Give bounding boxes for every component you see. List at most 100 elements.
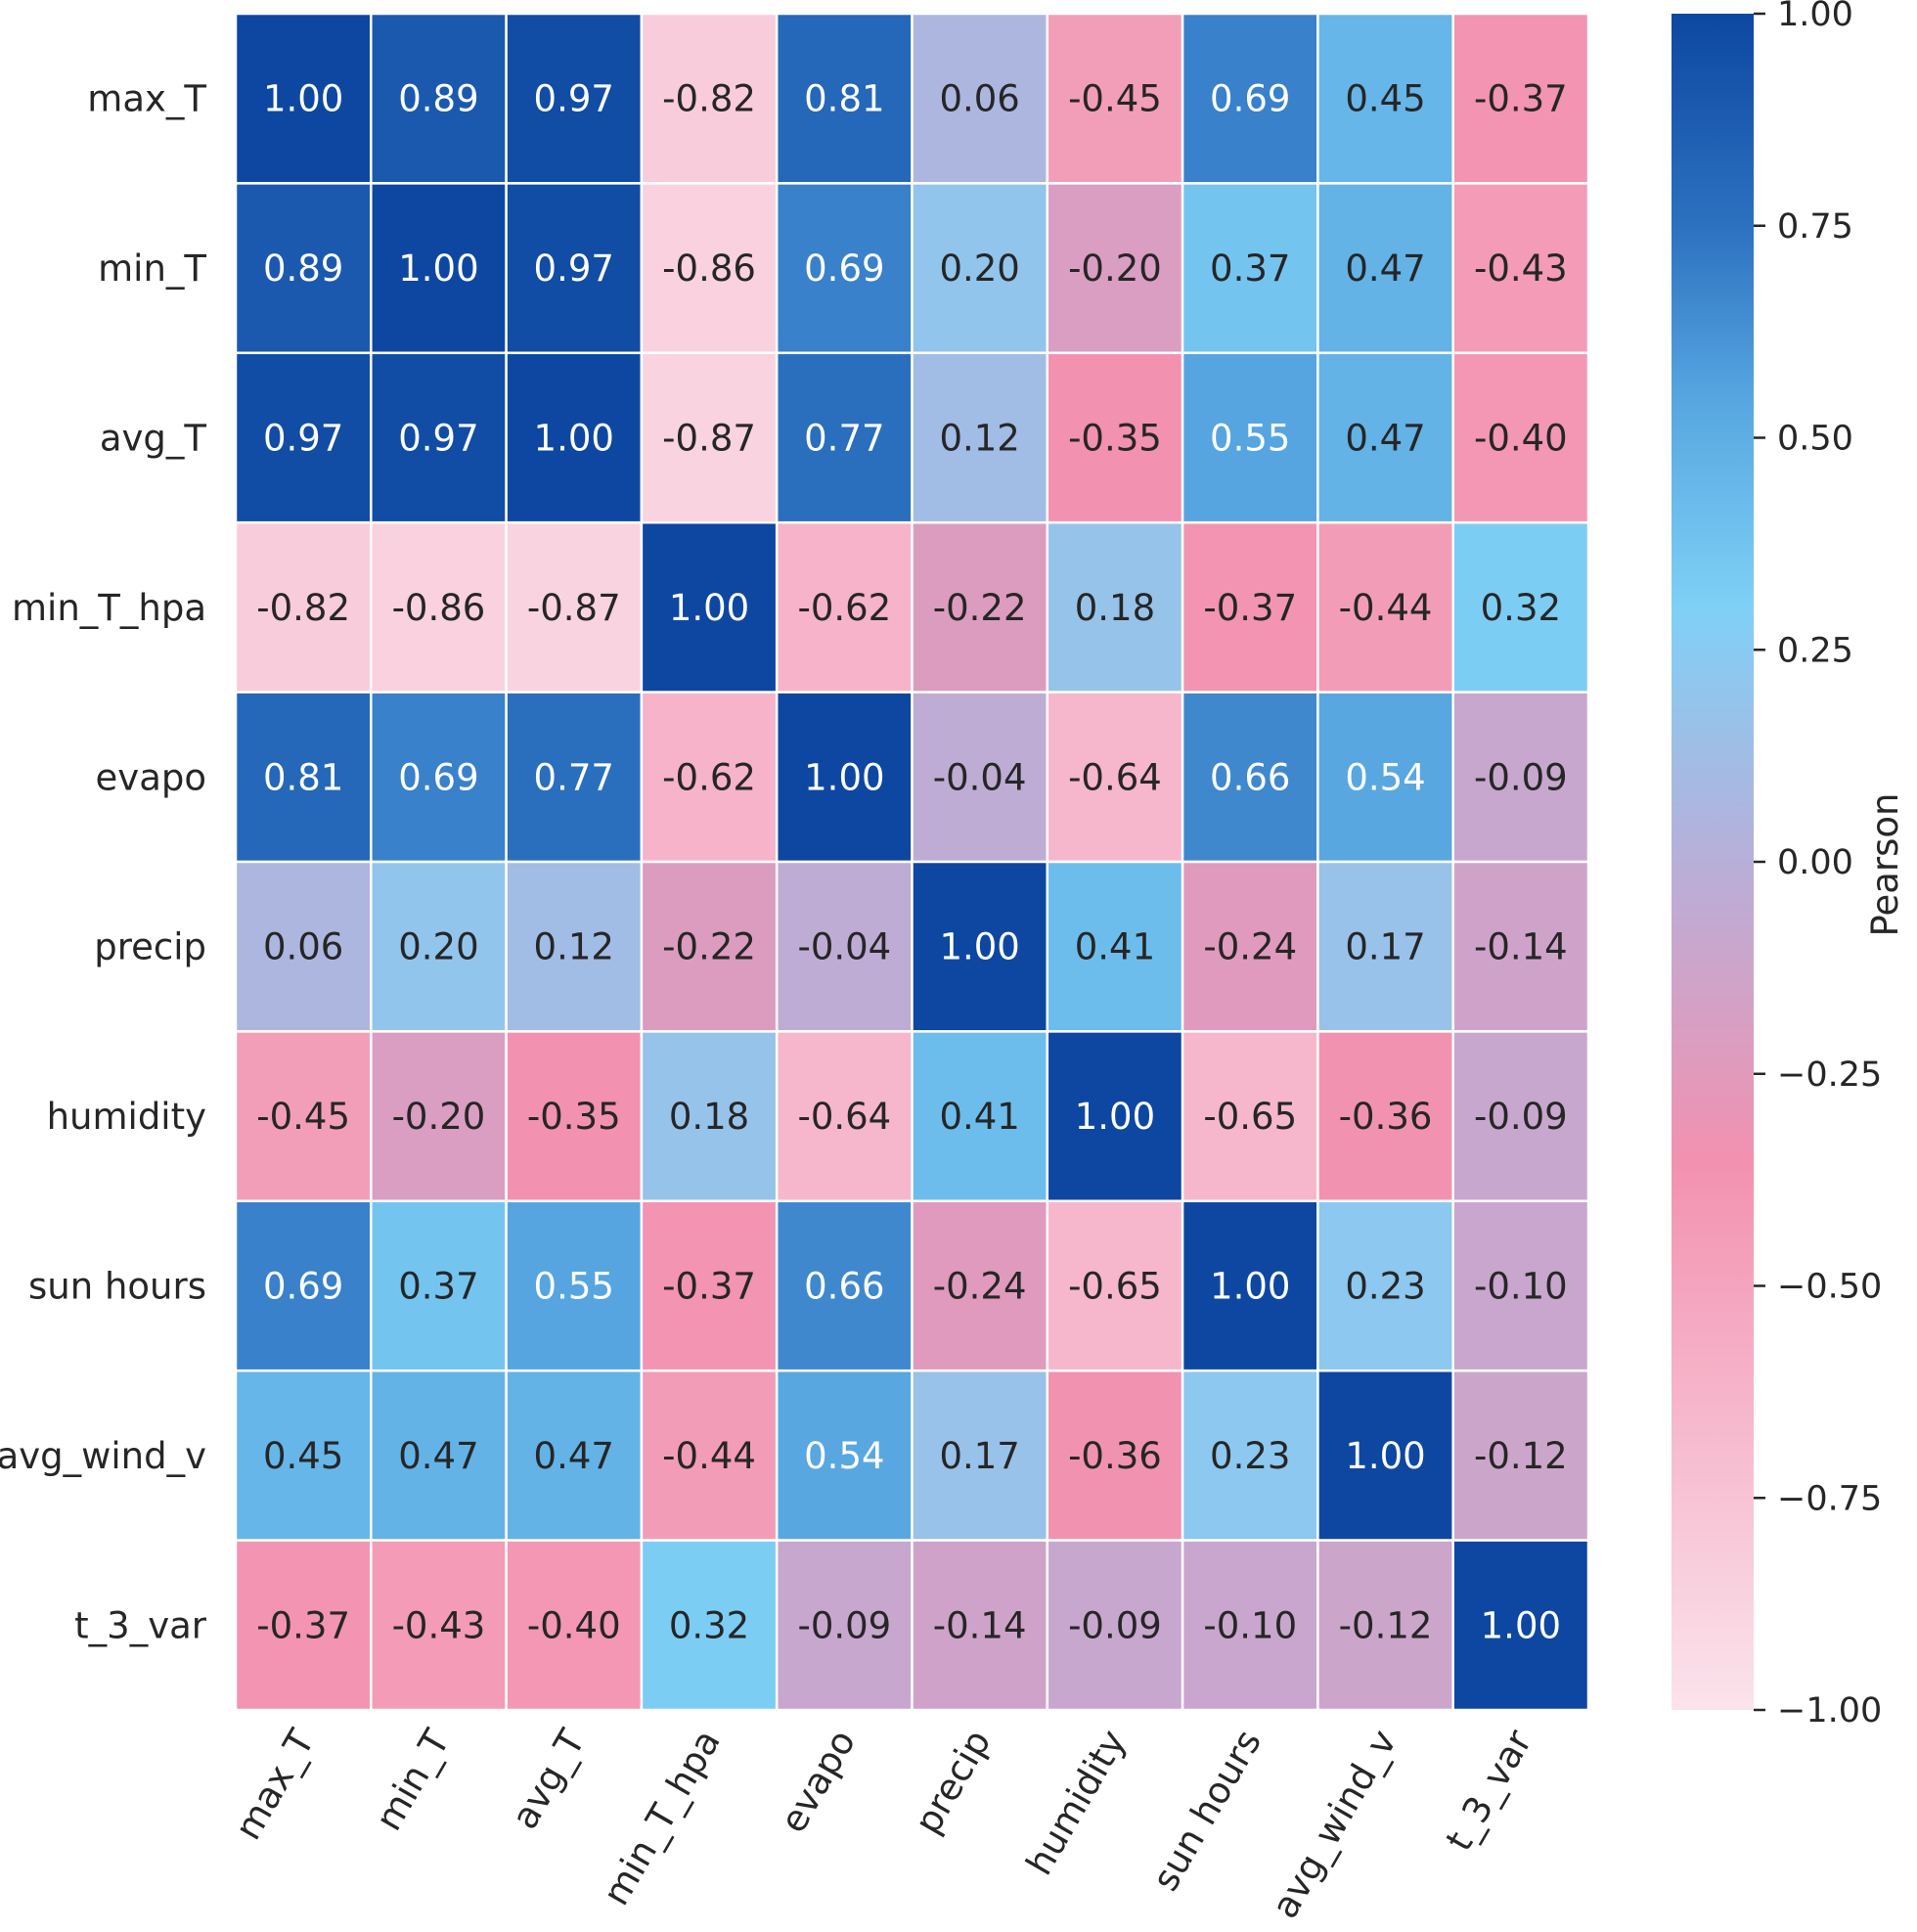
- row-label: max_T: [87, 78, 206, 120]
- heatmap-cell: [505, 12, 644, 185]
- heatmap-cell: [640, 1539, 779, 1712]
- heatmap-cell-label: -0.86: [392, 587, 486, 629]
- colorbar-ticks: 1.00 0.75 0.50 0.25 0.00 −0.25 −0.50 −0.75 −1.00: [1754, 0, 1882, 1730]
- heatmap-cell-label: -0.36: [1339, 1096, 1433, 1138]
- heatmap-cell: [234, 351, 373, 524]
- heatmap-cell: [1316, 691, 1454, 864]
- heatmap-cell: [1451, 520, 1590, 694]
- heatmap-cell-label: -0.65: [1203, 1096, 1297, 1138]
- heatmap-cell: [1046, 1030, 1184, 1203]
- heatmap-cell-label: -0.82: [256, 587, 350, 629]
- heatmap-cell: [1181, 691, 1319, 864]
- column-label: t_3_var: [1438, 1722, 1540, 1858]
- heatmap-cell: [1046, 351, 1184, 524]
- heatmap-cell: [234, 520, 373, 694]
- heatmap-cell: [505, 351, 644, 524]
- column-label: min_T_hpa: [595, 1723, 729, 1912]
- heatmap-cell-label: 1.00: [939, 926, 1019, 968]
- heatmap-cell-label: -0.10: [1474, 1266, 1568, 1308]
- heatmap-cell-label: 1.00: [1210, 1266, 1290, 1308]
- heatmap-cell-label: -0.12: [1474, 1435, 1568, 1477]
- heatmap-cell: [1316, 1539, 1454, 1712]
- heatmap-cell: [1046, 1539, 1184, 1712]
- heatmap-cell-label: 0.06: [939, 78, 1019, 120]
- heatmap-cell: [911, 1539, 1049, 1712]
- heatmap-cell-label: -0.09: [1474, 1096, 1568, 1138]
- heatmap-cell: [234, 1030, 373, 1203]
- heatmap-cell-label: -0.37: [256, 1604, 350, 1646]
- heatmap-cell-label: 0.54: [1345, 756, 1425, 798]
- heatmap-cell: [911, 1199, 1049, 1372]
- heatmap-cell: [370, 351, 508, 524]
- heatmap-cell-label: 1.00: [1345, 1435, 1425, 1477]
- heatmap-cell-label: 1.00: [398, 247, 478, 290]
- row-label: humidity: [47, 1096, 206, 1138]
- heatmap-cell: [775, 1369, 914, 1542]
- colorbar-tick-label: 0.75: [1777, 207, 1853, 247]
- heatmap-cell: [505, 1539, 644, 1712]
- heatmap-cell: [911, 691, 1049, 864]
- heatmap-cell-label: -0.44: [662, 1435, 756, 1477]
- colorbar-tick-label: −0.50: [1777, 1268, 1882, 1307]
- column-label: avg_T: [504, 1723, 594, 1836]
- heatmap-cell: [1181, 1199, 1319, 1372]
- heatmap-cell-label: 0.20: [398, 926, 478, 968]
- heatmap-cell-label: 0.41: [939, 1096, 1019, 1138]
- heatmap-cell-label: 1.00: [1075, 1096, 1155, 1138]
- heatmap-cell-label: -0.40: [527, 1604, 621, 1646]
- heatmap-cell-label: 0.97: [398, 418, 478, 460]
- heatmap-cell: [505, 1369, 644, 1542]
- row-label: evapo: [96, 756, 206, 798]
- heatmap-cell-label: -0.35: [1068, 418, 1162, 460]
- heatmap-cell: [1451, 1539, 1590, 1712]
- heatmap-cell: [640, 1199, 779, 1372]
- heatmap-cell-label: 0.69: [1210, 78, 1290, 120]
- heatmap-cell: [1316, 1030, 1454, 1203]
- heatmap-cell: [911, 1030, 1049, 1203]
- heatmap-cell-label: 0.54: [804, 1435, 884, 1477]
- heatmap-cell-label: 0.12: [534, 926, 614, 968]
- heatmap-cell-label: 0.89: [398, 78, 478, 120]
- heatmap-cell: [1316, 351, 1454, 524]
- heatmap-cell: [1181, 1539, 1319, 1712]
- heatmap-cell-label: 0.69: [398, 756, 478, 798]
- heatmap-cell-label: 0.97: [534, 247, 614, 290]
- heatmap-cell: [370, 12, 508, 185]
- heatmap-cell-label: 1.00: [263, 78, 343, 120]
- row-label: precip: [94, 926, 206, 968]
- heatmap-cell: [1181, 1030, 1319, 1203]
- column-label: min_T: [368, 1723, 459, 1838]
- heatmap-cell-label: 0.97: [534, 78, 614, 120]
- heatmap-cell-label: 0.32: [1481, 587, 1561, 629]
- heatmap-cell-label: 1.00: [1481, 1604, 1561, 1646]
- colorbar-tick-label: −0.75: [1777, 1479, 1882, 1518]
- colorbar-gradient: [1672, 14, 1754, 1710]
- heatmap-cell: [911, 182, 1049, 355]
- heatmap-cell-label: 0.66: [804, 1266, 884, 1308]
- heatmap-cell-label: -0.65: [1068, 1266, 1162, 1308]
- column-label: humidity: [1018, 1723, 1135, 1882]
- heatmap-cell-label: 0.12: [939, 418, 1019, 460]
- heatmap-cells: [234, 12, 1590, 1712]
- heatmap-cell: [1181, 351, 1319, 524]
- heatmap-cell-label: 0.97: [263, 418, 343, 460]
- heatmap-cell-label: 0.69: [804, 247, 884, 290]
- heatmap-cell: [775, 351, 914, 524]
- heatmap-cell: [1451, 351, 1590, 524]
- colorbar-tick-label: 0.50: [1777, 420, 1853, 459]
- colorbar-tick-label: −0.25: [1777, 1056, 1882, 1095]
- heatmap-cell-label: 0.77: [534, 756, 614, 798]
- heatmap-cell: [1316, 182, 1454, 355]
- heatmap-cell: [370, 1369, 508, 1542]
- row-label: sun hours: [28, 1266, 206, 1308]
- heatmap-cell: [1181, 182, 1319, 355]
- column-label: avg_wind_v: [1264, 1723, 1404, 1925]
- colorbar-tick-label: 1.00: [1777, 0, 1853, 34]
- heatmap-cell: [505, 691, 644, 864]
- heatmap-cell: [1046, 1369, 1184, 1542]
- heatmap-cell-label: -0.43: [392, 1604, 486, 1646]
- heatmap-cell-label: 0.23: [1210, 1435, 1290, 1477]
- heatmap-cell: [1316, 520, 1454, 694]
- heatmap-cell-label: -0.45: [1068, 78, 1162, 120]
